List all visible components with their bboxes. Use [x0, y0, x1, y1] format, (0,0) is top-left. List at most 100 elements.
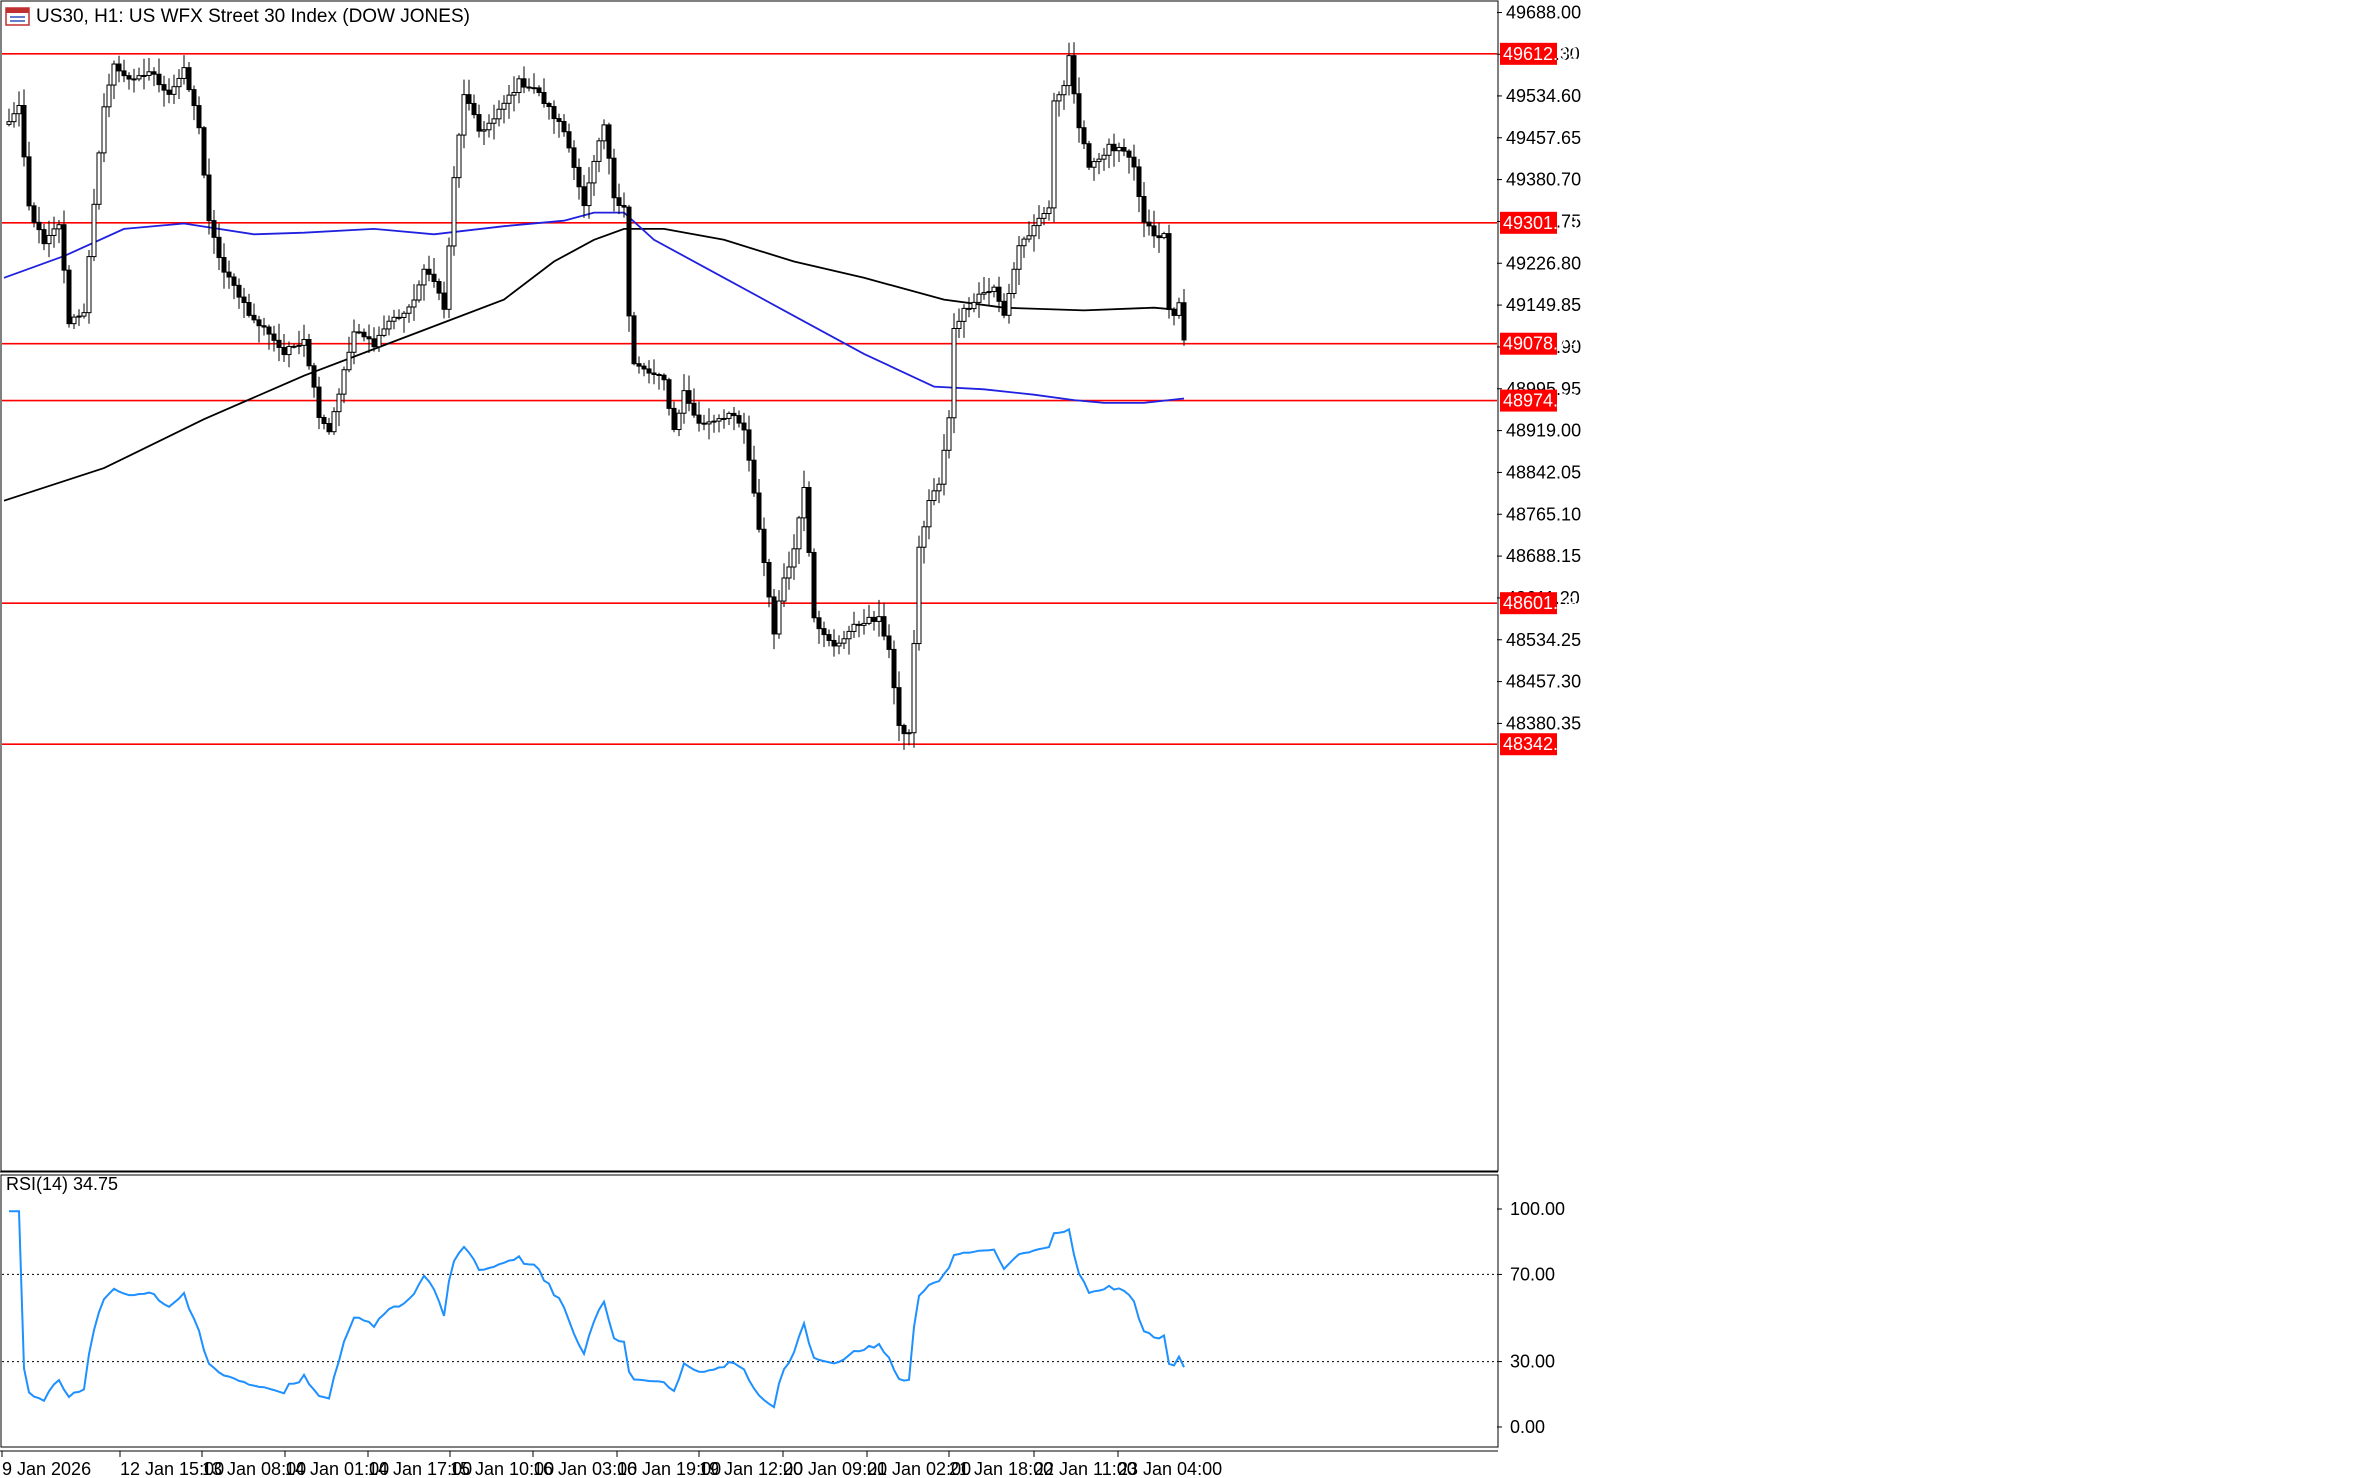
candle-bear	[41, 229, 47, 245]
candle-bull	[951, 327, 957, 419]
candle-bear	[1146, 221, 1152, 227]
level-tag-label: 49301.19	[1503, 213, 1578, 233]
candle-bear	[751, 459, 757, 494]
candle-bear	[636, 363, 642, 367]
candle-bull	[586, 182, 592, 207]
candle-bear	[316, 386, 322, 418]
level-tag-label: 49078.79	[1503, 334, 1578, 354]
candle-bear	[26, 156, 32, 207]
candle-bear	[831, 639, 837, 647]
candle-bull	[1016, 245, 1022, 270]
candle-bear	[186, 67, 192, 91]
candle-bear	[1131, 156, 1137, 168]
level-tag-label: 49612.02	[1503, 44, 1578, 64]
candle-bear	[311, 365, 317, 388]
price-tick-label: 48688.15	[1506, 546, 1581, 566]
candle-bull	[801, 486, 807, 519]
level-tag	[1500, 42, 1557, 65]
candle-bear	[191, 89, 197, 107]
candle-bear	[881, 616, 887, 637]
candle-bull	[601, 124, 607, 142]
candle-bull	[681, 390, 687, 414]
candle-bear	[441, 292, 447, 310]
candle-bull	[51, 228, 57, 236]
candle-bull	[481, 129, 487, 132]
candle-bear	[1181, 302, 1187, 341]
candle-bull	[591, 160, 597, 184]
candle-bull	[861, 622, 867, 626]
time-tick-label: 9 Jan 2026	[2, 1459, 91, 1478]
candle-bull	[351, 331, 357, 353]
candle-bear	[1156, 235, 1162, 239]
candle-bear	[521, 78, 527, 88]
candle-bull	[726, 412, 732, 419]
time-tick-label: 23 Jan 04:00	[1118, 1459, 1222, 1478]
candle-bear	[271, 333, 277, 341]
candle-bear	[561, 120, 567, 133]
candle-bull	[76, 315, 82, 318]
price-tick-label: 49149.85	[1506, 295, 1581, 315]
candle-bear	[326, 423, 332, 433]
candle-bull	[101, 106, 107, 154]
candle-bull	[1176, 302, 1182, 316]
candle-bull	[1026, 235, 1032, 240]
price-tick-label: 48842.05	[1506, 462, 1581, 482]
price-tick-label: 49534.60	[1506, 86, 1581, 106]
candle-bear	[821, 628, 827, 636]
candle-bull	[331, 411, 337, 433]
candle-bull	[96, 152, 102, 205]
candle-bull	[1101, 154, 1107, 160]
price-tick-label: 49380.70	[1506, 170, 1581, 190]
candle-bull	[1036, 217, 1042, 227]
candle-bear	[121, 70, 127, 77]
candle-bear	[686, 390, 692, 404]
candle-bull	[876, 616, 882, 622]
candle-bear	[766, 562, 772, 598]
candle-bear	[161, 84, 167, 91]
candle-bear	[651, 372, 657, 375]
candle-bull	[506, 94, 512, 104]
candle-bull	[1066, 55, 1072, 87]
candle-bull	[1046, 207, 1052, 215]
candle-bear	[541, 91, 547, 104]
candle-bull	[401, 312, 407, 318]
candle-bull	[1091, 161, 1097, 168]
candle-bull	[1021, 238, 1027, 247]
candle-bear	[201, 127, 207, 176]
candle-bull	[991, 286, 997, 293]
candle-bear	[886, 635, 892, 650]
candle-bear	[466, 94, 472, 104]
candle-bull	[706, 421, 712, 425]
candle-bear	[206, 174, 212, 222]
candle-bull	[131, 78, 137, 81]
candle-bear	[606, 124, 612, 159]
candle-bull	[501, 102, 507, 110]
candle-bull	[391, 316, 397, 322]
candle-bear	[226, 271, 232, 278]
candle-bull	[56, 224, 62, 230]
candle-bear	[646, 368, 652, 374]
candle-bear	[1111, 143, 1117, 152]
candle-bull	[781, 577, 787, 602]
candle-bear	[546, 102, 552, 108]
candle-bull	[81, 312, 87, 317]
candle-bear	[476, 114, 482, 132]
candle-bear	[66, 269, 72, 325]
candle-bull	[181, 67, 187, 79]
price-tick-label: 49457.65	[1506, 128, 1581, 148]
candle-bear	[266, 326, 272, 335]
candle-bull	[301, 339, 307, 346]
candle-bull	[866, 616, 872, 624]
candle-bull	[961, 307, 967, 322]
candle-bull	[911, 643, 917, 734]
candle-bear	[231, 276, 237, 286]
rsi-pane-frame	[0, 1174, 1499, 1448]
candle-bear	[1076, 93, 1082, 129]
candle-bear	[756, 492, 762, 530]
candle-bear	[641, 365, 647, 370]
candle-bear	[1071, 55, 1077, 95]
candles	[6, 42, 1187, 750]
candle-bull	[841, 638, 847, 644]
candle-bull	[296, 344, 302, 347]
